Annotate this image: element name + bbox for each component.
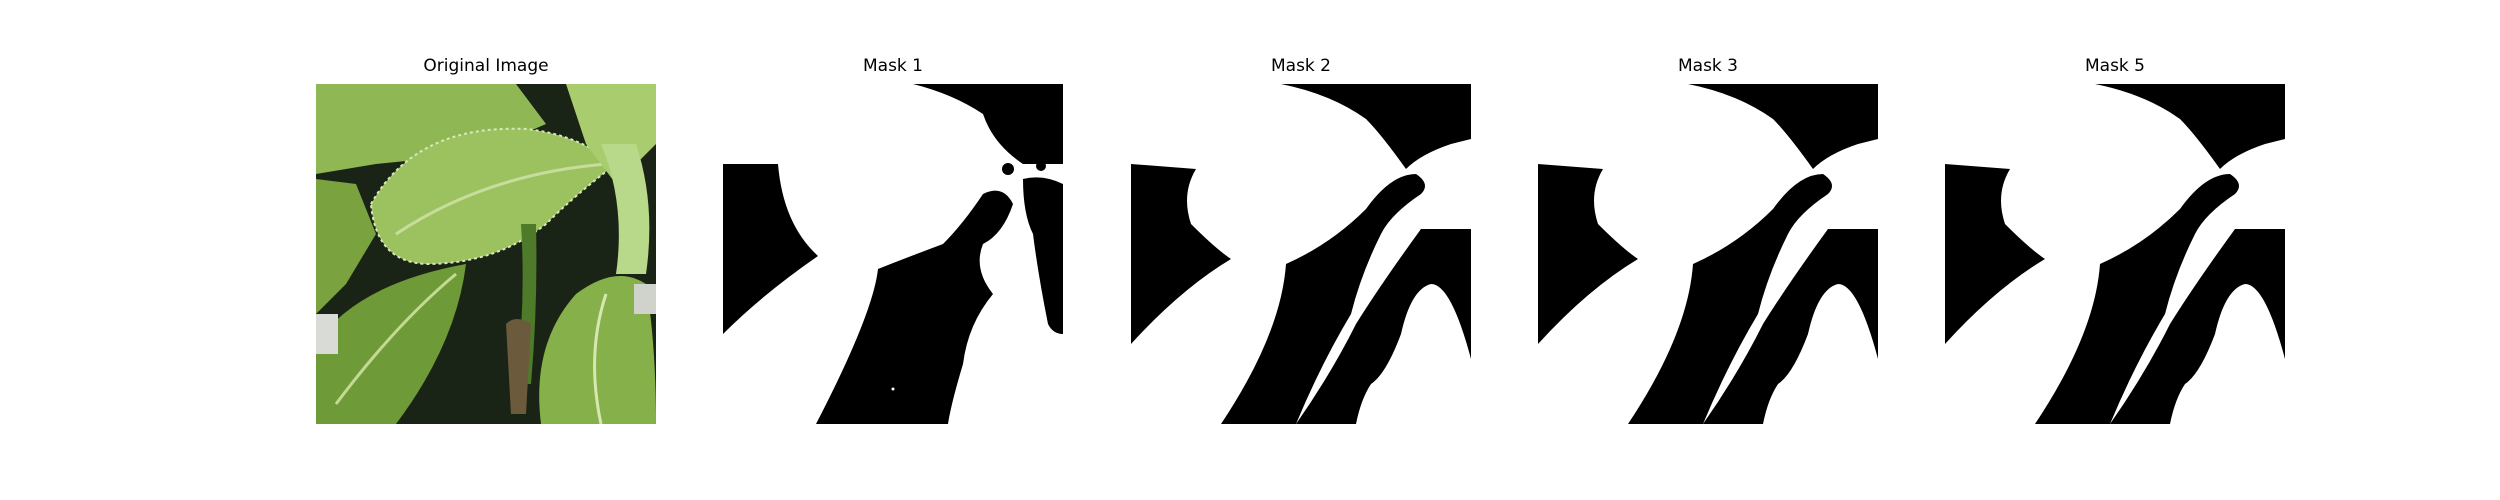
panel-title: Mask 3: [1677, 56, 1738, 76]
mask-3-image: [1538, 84, 1878, 424]
panel-title: Mask 1: [862, 56, 923, 76]
mask-5-image: [1945, 84, 2285, 424]
panel-title: Mask 2: [1270, 56, 1331, 76]
mask-1-image: [723, 84, 1063, 424]
panel-title: Mask 5: [2084, 56, 2145, 76]
panel-title: Original Image: [423, 56, 549, 76]
original-image: [316, 84, 656, 424]
mask-2-image: [1131, 84, 1471, 424]
